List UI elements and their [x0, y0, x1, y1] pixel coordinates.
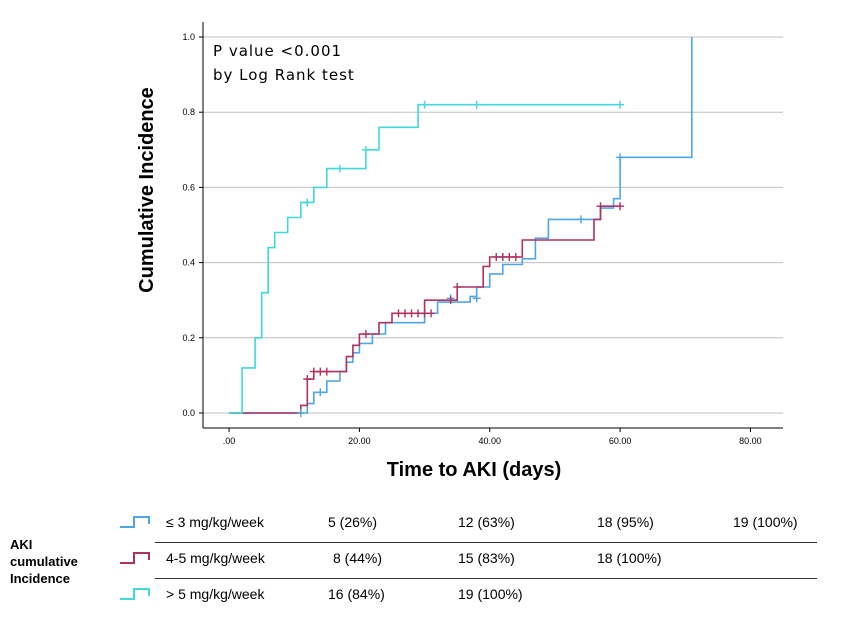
censor-marks: [296, 100, 625, 417]
x-tick-label: 20.00: [348, 436, 371, 446]
risk-table-cell: 5 (26%): [328, 514, 378, 530]
tick-labels: 0.0 0.2 0.4 0.6 0.8 1.0 .00 20.00 40.00 60.00 80.0…: [182, 32, 761, 446]
x-axis-title: Time to AKI (days): [387, 459, 561, 481]
censor-mark: [303, 198, 312, 207]
step-line-icon-path: [120, 588, 150, 600]
risk-table-cell: 12 (63%): [458, 514, 515, 530]
step-line-icon-path: [120, 516, 150, 528]
censor-mark: [616, 153, 625, 162]
axes: [199, 22, 783, 432]
risk-table-cell: 19 (100%): [458, 586, 523, 602]
censor-mark: [446, 296, 455, 305]
km-chart: 0.0 0.2 0.4 0.6 0.8 1.0 .00 20.00 40.00 60.00 80.0…: [136, 22, 783, 481]
y-tick-label: 0.0: [182, 408, 195, 418]
risk-table-row-label: 4-5 mg/kg/week: [166, 550, 265, 566]
censor-mark: [427, 309, 436, 318]
series-line: [229, 205, 621, 414]
step-line-icon: [120, 516, 150, 528]
risk-table-cell: 8 (44%): [333, 550, 383, 566]
risk-table-heading-line: cumulative: [10, 554, 78, 569]
series-layer: [229, 37, 693, 414]
gridlines: [203, 36, 783, 414]
x-tick-label: 40.00: [478, 436, 501, 446]
censor-mark: [576, 215, 585, 224]
pvalue-annotation-line2: by Log Rank test: [213, 66, 355, 84]
censor-mark: [472, 294, 481, 303]
y-tick-label: 0.8: [182, 107, 195, 117]
y-axis-title: Cumulative Incidence: [136, 87, 158, 293]
risk-table-cell: 19 (100%): [733, 514, 798, 530]
risk-table-row: 4-5 mg/kg/week 8 (44%) 15 (83%) 18 (100%…: [0, 547, 851, 571]
censor-mark: [316, 388, 325, 397]
risk-table-divider: [155, 578, 817, 579]
step-line-icon: [120, 552, 150, 564]
risk-table-row: ≤ 3 mg/kg/week 5 (26%) 12 (63%) 18 (95%)…: [0, 511, 851, 535]
series-line: [229, 103, 621, 414]
censor-mark: [296, 408, 305, 417]
risk-table-heading-line: Incidence: [10, 571, 70, 586]
y-tick-label: 1.0: [182, 32, 195, 42]
risk-table-row-label: > 5 mg/kg/week: [166, 586, 265, 602]
censor-mark: [420, 100, 429, 109]
step-line-icon-path: [120, 552, 150, 564]
risk-table-cell: 18 (95%): [597, 514, 654, 530]
censor-mark: [616, 100, 625, 109]
risk-table-divider: [155, 542, 817, 543]
censor-mark: [303, 375, 312, 384]
censor-mark: [361, 330, 370, 339]
risk-table-row: > 5 mg/kg/week 16 (84%) 19 (100%): [0, 583, 851, 607]
censor-mark: [453, 283, 462, 292]
x-tick-label: .00: [223, 436, 236, 446]
x-tick-label: 80.00: [739, 436, 762, 446]
step-line-icon: [120, 588, 150, 600]
censor-mark: [361, 145, 370, 154]
censor-mark: [472, 100, 481, 109]
risk-table-cell: 16 (84%): [328, 586, 385, 602]
censor-mark: [616, 202, 625, 211]
censor-mark: [511, 252, 520, 261]
risk-table-heading-line: AKI: [10, 537, 33, 552]
y-tick-label: 0.2: [182, 333, 195, 343]
risk-table: AKI cumulative Incidence ≤ 3 mg/kg/week …: [0, 500, 851, 620]
censor-mark: [335, 164, 344, 173]
x-tick-label: 60.00: [609, 436, 632, 446]
risk-table-row-label: ≤ 3 mg/kg/week: [166, 514, 264, 530]
censor-mark: [596, 202, 605, 211]
risk-table-heading: AKI cumulative Incidence: [10, 536, 78, 587]
censor-mark: [322, 367, 331, 376]
series-line: [229, 37, 693, 414]
y-tick-label: 0.4: [182, 258, 195, 268]
risk-table-cell: 15 (83%): [458, 550, 515, 566]
risk-table-cell: 18 (100%): [597, 550, 662, 566]
y-tick-label: 0.6: [182, 182, 195, 192]
pvalue-annotation-line1: P value <0.001: [213, 42, 342, 60]
